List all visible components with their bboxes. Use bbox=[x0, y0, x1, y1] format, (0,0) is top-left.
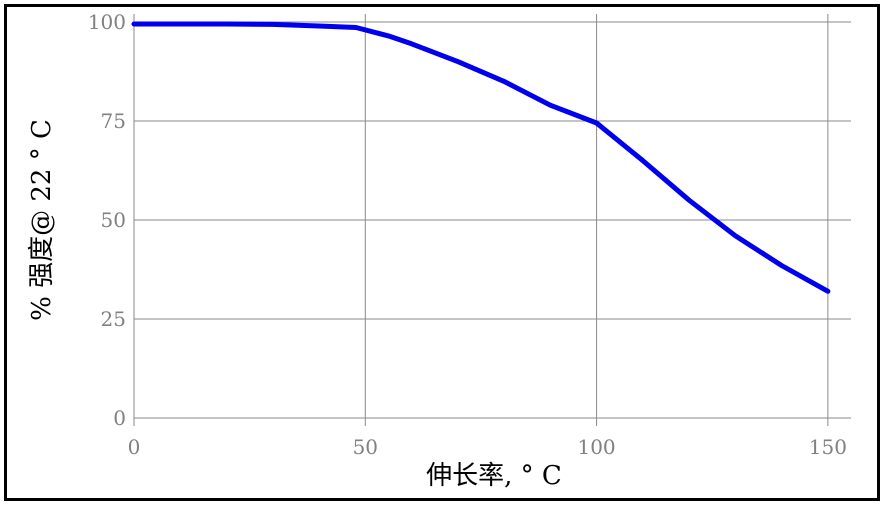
y-tick-label: 50 bbox=[101, 208, 126, 232]
x-tick-label: 0 bbox=[128, 435, 141, 459]
series-group bbox=[131, 21, 831, 294]
y-tick-label: 75 bbox=[101, 109, 126, 133]
x-axis-label: 伸长率, ° C bbox=[426, 461, 562, 491]
tick-labels: 0 25 50 75 100 0 50 100 150 bbox=[88, 10, 847, 459]
x-tick-label: 150 bbox=[809, 435, 847, 459]
x-tick-label: 100 bbox=[577, 435, 615, 459]
x-tick-label: 50 bbox=[353, 435, 378, 459]
y-tick-label: 0 bbox=[113, 406, 126, 430]
y-axis-label: % 强度@ 22 ° C bbox=[27, 119, 57, 321]
axes bbox=[133, 14, 851, 426]
y-tick-label: 100 bbox=[88, 10, 126, 34]
series-line bbox=[131, 21, 831, 294]
y-tick-label: 25 bbox=[101, 307, 126, 331]
